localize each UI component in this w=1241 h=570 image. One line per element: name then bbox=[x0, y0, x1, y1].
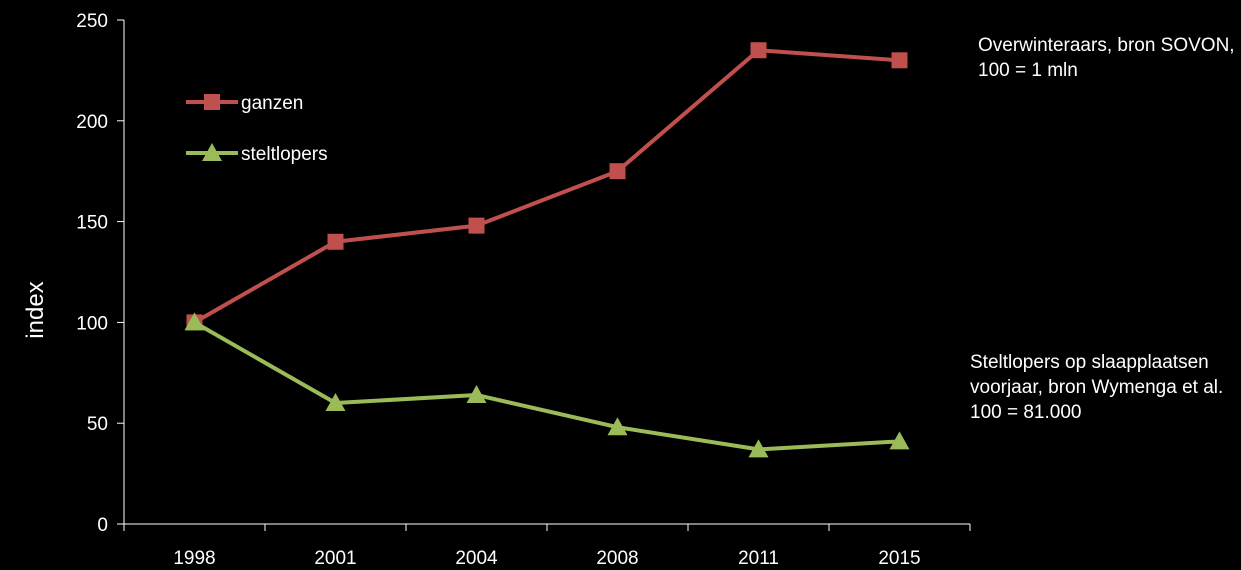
y-tick-label: 100 bbox=[76, 313, 108, 334]
data-point-ganzen bbox=[327, 233, 344, 250]
x-tick-label: 1998 bbox=[173, 548, 215, 569]
x-tick-label: 2011 bbox=[738, 548, 779, 569]
data-point-steltlopers bbox=[184, 312, 205, 331]
x-tick-label: 2015 bbox=[878, 548, 920, 569]
x-tick-label: 2004 bbox=[455, 548, 498, 569]
legend-item-steltlopers: steltlopers bbox=[186, 143, 328, 165]
series-group bbox=[184, 42, 910, 458]
y-tick-label: 150 bbox=[76, 213, 108, 234]
data-point-steltlopers bbox=[325, 393, 346, 412]
legend-label-steltlopers: steltlopers bbox=[241, 144, 328, 165]
x-tick-label: 2008 bbox=[596, 548, 638, 569]
legend-label-ganzen: ganzen bbox=[241, 93, 303, 114]
y-tick-labels: 0 50 100 150 200 250 bbox=[76, 11, 108, 536]
data-point-ganzen bbox=[891, 52, 908, 69]
annotation-ganzen-source: Overwinteraars, bron SOVON, 100 = 1 mln bbox=[978, 35, 1235, 81]
data-point-ganzen bbox=[609, 163, 626, 180]
data-point-ganzen bbox=[468, 217, 485, 234]
y-tick-label: 0 bbox=[97, 515, 108, 536]
annotation-steltlopers-source: Steltlopers op slaapplaatsen voorjaar, b… bbox=[970, 352, 1224, 423]
data-point-steltlopers bbox=[607, 417, 628, 436]
legend-item-ganzen: ganzen bbox=[186, 93, 303, 114]
y-axis-label: index bbox=[22, 281, 49, 338]
data-point-ganzen bbox=[750, 42, 767, 59]
legend: ganzen steltlopers bbox=[186, 93, 328, 165]
series-line-steltlopers bbox=[193, 320, 900, 452]
legend-marker-ganzen bbox=[204, 94, 220, 110]
y-tick-label: 250 bbox=[76, 11, 108, 32]
y-tick-label: 200 bbox=[76, 112, 108, 133]
series-ganzen bbox=[186, 42, 908, 331]
x-tick-labels: 1998 2001 2004 2008 2011 2015 bbox=[173, 548, 920, 569]
y-tick-label: 50 bbox=[87, 414, 108, 435]
series-line-ganzen bbox=[193, 48, 900, 325]
legend-marker-steltlopers bbox=[202, 143, 222, 161]
data-point-steltlopers bbox=[466, 384, 487, 403]
series-steltlopers bbox=[184, 312, 910, 458]
data-point-steltlopers bbox=[748, 439, 769, 458]
x-tick-label: 2001 bbox=[314, 548, 356, 569]
data-point-steltlopers bbox=[889, 431, 910, 450]
axes bbox=[117, 19, 971, 531]
